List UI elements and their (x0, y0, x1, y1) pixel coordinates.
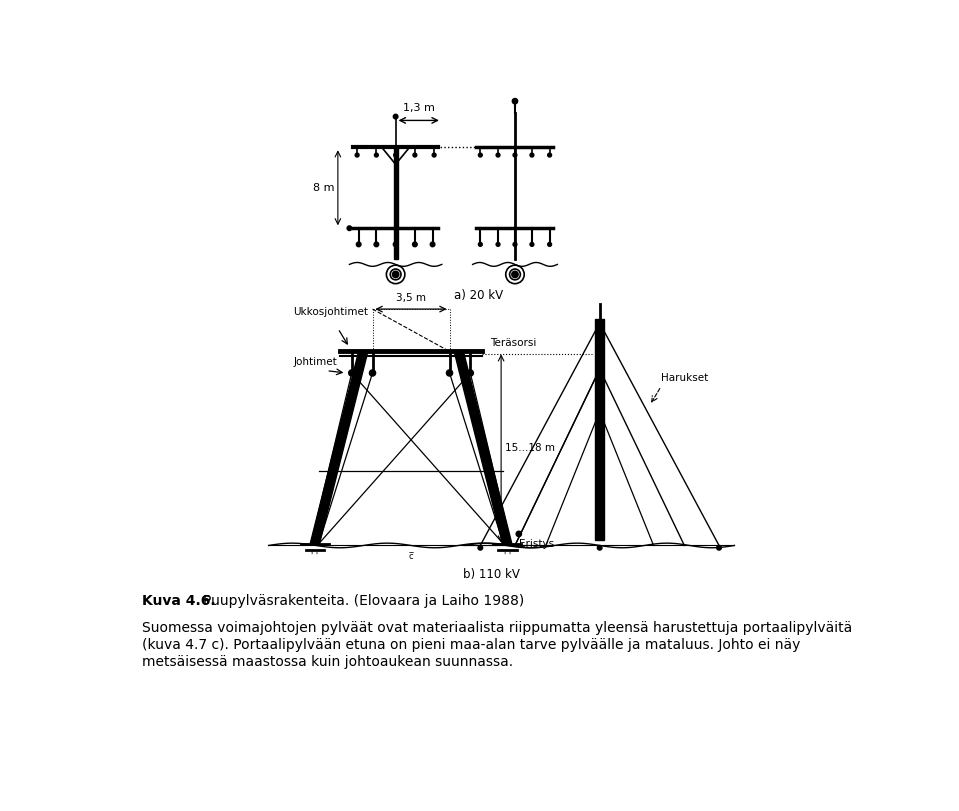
Text: Kuva 4.6.: Kuva 4.6. (142, 594, 215, 608)
Circle shape (516, 531, 522, 537)
Bar (394, 148, 398, 259)
Text: Harukset: Harukset (662, 373, 709, 384)
Circle shape (393, 242, 398, 247)
Text: (kuva 4.7 c). Portaalipylvään etuna on pieni maa-alan tarve pylväälle ja mataluu: (kuva 4.7 c). Portaalipylvään etuna on p… (142, 638, 800, 652)
Circle shape (513, 242, 517, 247)
Text: Puupylväsrakenteita. (Elovaara ja Laiho 1988): Puupylväsrakenteita. (Elovaara ja Laiho … (203, 594, 525, 608)
Text: 8 m: 8 m (313, 182, 334, 193)
Circle shape (433, 153, 436, 157)
Text: c̅̅̅: c̅̅̅ (409, 552, 413, 561)
Text: metsäisessä maastossa kuin johtoaukean suunnassa.: metsäisessä maastossa kuin johtoaukean s… (142, 654, 513, 669)
Circle shape (374, 242, 379, 247)
Polygon shape (310, 351, 368, 544)
Circle shape (716, 546, 721, 550)
Circle shape (431, 242, 434, 247)
Circle shape (347, 226, 352, 230)
Circle shape (548, 242, 551, 247)
Text: Suomessa voimajohtojen pylväät ovat materiaalista riippumatta yleensä harustettu: Suomessa voimajohtojen pylväät ovat mate… (142, 621, 852, 635)
Circle shape (392, 272, 399, 277)
Text: Johtimet: Johtimet (293, 357, 337, 367)
Circle shape (374, 153, 378, 157)
Circle shape (413, 153, 417, 157)
Text: ' ': ' ' (503, 552, 511, 561)
Text: ' ': ' ' (312, 552, 318, 561)
Polygon shape (455, 351, 512, 544)
Circle shape (447, 370, 453, 376)
Text: Teräsorsi: Teräsorsi (490, 337, 537, 348)
Circle shape (355, 153, 359, 157)
Text: a) 20 kV: a) 20 kV (454, 289, 503, 302)
Circle shape (530, 242, 534, 247)
Circle shape (513, 153, 517, 157)
Circle shape (393, 114, 398, 119)
Text: 15...18 m: 15...18 m (505, 444, 555, 453)
Circle shape (597, 546, 602, 550)
Circle shape (349, 370, 355, 376)
Bar (596, 319, 604, 540)
Circle shape (394, 153, 398, 157)
Text: Eristys: Eristys (519, 539, 554, 549)
Circle shape (467, 370, 474, 376)
Circle shape (412, 242, 417, 247)
Text: 1,3 m: 1,3 m (403, 104, 434, 114)
Circle shape (369, 370, 376, 376)
Text: 3,5 m: 3,5 m (396, 293, 426, 303)
Circle shape (496, 153, 500, 157)
Circle shape (530, 153, 534, 157)
Circle shape (479, 242, 482, 247)
Circle shape (496, 242, 500, 247)
Circle shape (512, 98, 518, 104)
Circle shape (548, 153, 551, 157)
Circle shape (357, 242, 361, 247)
Circle shape (478, 546, 482, 550)
Text: b) 110 kV: b) 110 kV (463, 569, 521, 581)
Text: Ukkosjohtimet: Ukkosjohtimet (293, 307, 368, 317)
Circle shape (512, 272, 518, 277)
Circle shape (479, 153, 482, 157)
